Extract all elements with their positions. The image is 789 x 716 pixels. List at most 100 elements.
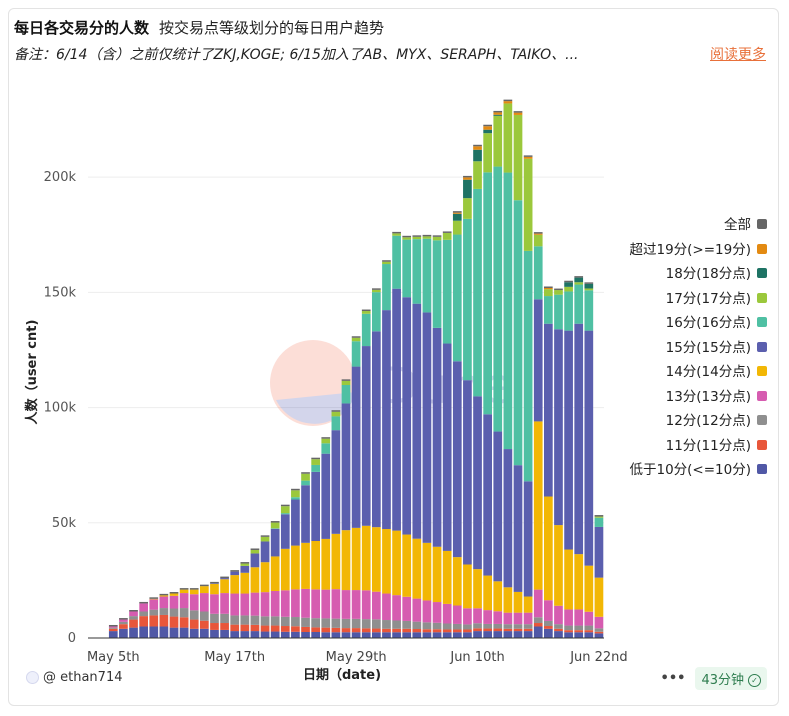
bar-total-cap	[473, 144, 482, 147]
bar-segment	[321, 627, 331, 633]
bar-segment	[250, 567, 260, 593]
bar-segment	[412, 629, 422, 633]
x-axis-title: 日期（date)	[303, 667, 381, 683]
bar-total-cap	[108, 624, 118, 627]
bar-total-cap	[594, 515, 604, 517]
bar-segment	[372, 331, 381, 528]
bar-segment	[402, 620, 412, 629]
bar-segment	[179, 608, 189, 618]
bar-segment	[473, 569, 482, 609]
bar-segment	[402, 237, 412, 240]
bar-total-cap	[210, 581, 219, 584]
bar-segment	[554, 329, 563, 526]
x-tick-label: May 17th	[204, 650, 265, 665]
bar-segment	[493, 581, 503, 612]
legend-label: 18分(18分点)	[665, 266, 751, 282]
legend: 全部 超过19分(>=19分) 18分(18分点) 17分(17分点) 16分(16分点…	[629, 213, 767, 483]
bar-segment	[554, 624, 563, 629]
bar-segment	[270, 625, 280, 632]
legend-label: 低于10分(<=10分)	[629, 462, 751, 478]
bar-segment	[200, 611, 209, 621]
check-circle-icon: ✓	[748, 674, 761, 687]
bar-segment	[260, 536, 270, 542]
bar-segment	[240, 593, 250, 616]
bar-total-cap	[463, 175, 472, 178]
bar-total-cap	[533, 232, 543, 234]
author[interactable]: @ ethan714	[26, 670, 123, 685]
bar-segment	[513, 114, 523, 201]
bar-segment	[169, 627, 179, 638]
bar-segment	[432, 622, 442, 630]
bar-segment	[361, 525, 371, 591]
bar-segment	[311, 632, 320, 638]
bar-segment	[392, 233, 401, 236]
bar-segment	[230, 593, 240, 616]
legend-item[interactable]: 11分(11分点)	[629, 434, 767, 459]
bar-segment	[594, 633, 604, 638]
bar-segment	[483, 628, 492, 632]
bar-segment	[210, 623, 219, 630]
bar-segment	[382, 529, 391, 594]
bar-total-cap	[280, 504, 290, 507]
bar-segment	[392, 288, 401, 531]
bar-segment	[574, 282, 584, 285]
bar-segment	[230, 575, 240, 594]
bar-segment	[523, 624, 533, 629]
bar-segment	[372, 527, 381, 592]
bar-segment	[139, 616, 148, 627]
bar-segment	[473, 631, 482, 638]
bar-segment	[422, 238, 432, 313]
bar-total-cap	[200, 584, 209, 587]
bar-segment	[301, 617, 310, 627]
legend-item[interactable]: 16分(16分点)	[629, 311, 767, 336]
bar-segment	[584, 565, 594, 612]
legend-swatch	[757, 292, 767, 303]
bar-segment	[169, 595, 179, 609]
bar-segment	[402, 628, 412, 633]
bar-segment	[544, 288, 553, 290]
bar-segment	[463, 624, 472, 630]
bar-total-cap	[503, 99, 513, 102]
read-more-link[interactable]: 阅读更多	[706, 44, 766, 64]
bar-segment	[544, 626, 553, 629]
bar-segment	[311, 618, 320, 628]
bar-segment	[291, 617, 300, 627]
bar-segment	[554, 628, 563, 632]
bar-segment	[584, 625, 594, 631]
bar-segment	[280, 616, 290, 627]
bar-segment	[361, 628, 371, 633]
bar-segment	[372, 292, 381, 332]
bar-segment	[412, 239, 422, 304]
refresh-time-badge[interactable]: 43分钟 ✓	[695, 667, 767, 690]
legend-item[interactable]: 13分(13分点)	[629, 385, 767, 410]
chart-title: 每日各交易分的人数	[14, 19, 150, 37]
legend-item[interactable]: 全部	[629, 213, 767, 238]
legend-item[interactable]: 超过19分(>=19分)	[629, 238, 767, 263]
bar-segment	[584, 630, 594, 633]
bar-segment	[483, 575, 492, 611]
legend-item[interactable]: 12分(12分点)	[629, 409, 767, 434]
bar-segment	[149, 615, 159, 627]
legend-item[interactable]: 18分(18分点)	[629, 262, 767, 287]
bar-segment	[564, 609, 573, 626]
more-options-icon[interactable]: •••	[660, 671, 686, 686]
bar-segment	[311, 459, 320, 465]
bar-segment	[473, 628, 482, 632]
bar-segment	[442, 632, 452, 638]
legend-item[interactable]: 14分(14分点)	[629, 360, 767, 385]
legend-item[interactable]: 17分(17分点)	[629, 287, 767, 312]
bar-segment	[372, 619, 381, 629]
bar-segment	[544, 296, 553, 324]
bar-segment	[250, 615, 260, 625]
bar-total-cap	[220, 576, 229, 579]
legend-item[interactable]: 低于10分(<=10分)	[629, 458, 767, 483]
bar-total-cap	[179, 588, 189, 590]
bar-segment	[554, 294, 563, 330]
bar-segment	[513, 631, 523, 638]
bar-segment	[513, 200, 523, 466]
bar-segment	[291, 589, 300, 618]
bar-total-cap	[169, 592, 179, 594]
bar-segment	[230, 631, 240, 638]
bar-segment	[361, 346, 371, 526]
legend-item[interactable]: 15分(15分点)	[629, 336, 767, 361]
